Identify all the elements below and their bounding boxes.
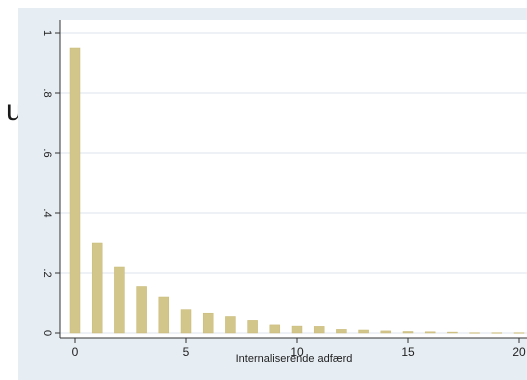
bar — [158, 296, 170, 334]
bar — [202, 312, 214, 334]
bar — [69, 47, 81, 334]
bar — [469, 332, 480, 334]
y-tick-label: .6 — [41, 148, 53, 157]
x-tick-label: 15 — [401, 345, 415, 359]
tick-labels: 0.2.4.6.810 5 10 15 20 — [41, 30, 526, 359]
y-tick-label: 0 — [41, 330, 53, 336]
bar — [313, 326, 325, 334]
bar — [336, 329, 347, 334]
bar — [91, 242, 103, 334]
bar — [136, 286, 147, 334]
x-axis-title: Internaliserende adfærd — [236, 353, 353, 365]
x-tick-label: 20 — [512, 345, 526, 359]
y-tick-label: .2 — [41, 268, 53, 277]
y-tick-label: .4 — [41, 208, 53, 217]
bars — [69, 47, 525, 334]
x-tick-label: 10 — [290, 345, 304, 359]
bar — [491, 332, 503, 334]
axes — [55, 20, 527, 343]
bar — [114, 266, 125, 334]
bar — [424, 331, 436, 334]
bar — [513, 332, 525, 334]
bar — [358, 329, 369, 334]
y-tick-label: 1 — [41, 30, 53, 36]
bar — [447, 331, 458, 334]
bar — [180, 309, 192, 334]
y-tick-label: .8 — [41, 88, 53, 97]
bar — [291, 325, 303, 334]
x-tick-label: 5 — [183, 345, 190, 359]
bar — [247, 320, 258, 334]
x-tick-label: 0 — [72, 345, 79, 359]
bar — [380, 330, 392, 334]
plot-area — [60, 20, 527, 338]
bar — [402, 331, 414, 334]
bar — [269, 324, 281, 334]
bar — [225, 316, 236, 334]
